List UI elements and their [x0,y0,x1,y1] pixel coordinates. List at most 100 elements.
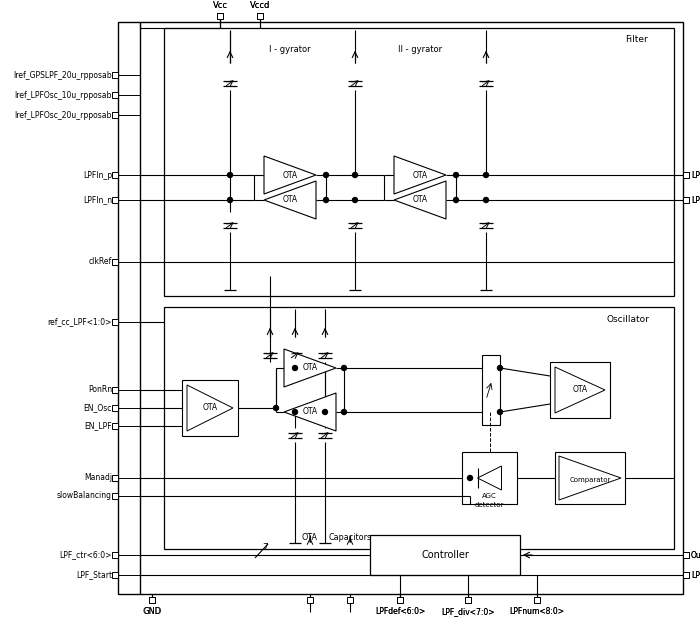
Bar [112,405,118,411]
Bar [307,597,313,603]
Bar [683,552,689,558]
Bar [164,307,674,549]
Bar [534,597,540,603]
Polygon shape [264,181,316,219]
Text: GND: GND [142,607,162,617]
Bar [683,197,689,203]
Bar [112,72,118,78]
Text: Iref_GPSLPF_20u_rpposab: Iref_GPSLPF_20u_rpposab [13,71,112,79]
Bar [182,380,238,436]
Circle shape [228,173,232,178]
Text: Vccd: Vccd [250,1,270,11]
Text: clkRef: clkRef [89,258,112,266]
Bar [482,355,500,425]
Text: Iref_LPFOsc_20u_rpposab: Iref_LPFOsc_20u_rpposab [15,111,112,119]
Text: OTA: OTA [282,171,298,179]
Bar [112,572,118,578]
Text: OTA: OTA [282,196,298,204]
Bar [465,597,471,603]
Text: OutOsc_LPF: OutOsc_LPF [691,550,700,560]
Text: LPFOut_p: LPFOut_p [691,171,700,179]
Bar [465,597,471,603]
Text: LPF_div<7:0>: LPF_div<7:0> [441,607,495,617]
Text: OTA: OTA [302,533,318,543]
Circle shape [293,409,297,414]
Text: OTA: OTA [202,404,218,412]
Polygon shape [477,466,501,490]
Bar [683,172,689,178]
Bar [347,597,353,603]
Circle shape [498,409,503,414]
Circle shape [353,197,358,202]
Text: EN_Osc: EN_Osc [83,404,112,412]
Circle shape [228,197,232,202]
Circle shape [353,173,358,178]
Text: LPFdef<6:0>: LPFdef<6:0> [375,607,425,617]
Text: Vcc: Vcc [213,1,228,11]
Bar [112,552,118,558]
Text: PonRn: PonRn [88,386,112,394]
Bar [118,22,683,594]
Circle shape [342,409,346,414]
Text: OTA: OTA [302,407,318,417]
Polygon shape [187,385,233,431]
Text: OutOsc_LPF: OutOsc_LPF [691,550,700,560]
Circle shape [274,406,279,410]
Bar [550,362,610,418]
Text: OTA: OTA [412,196,428,204]
Bar [397,597,403,603]
Bar [370,535,520,575]
Text: OTA: OTA [302,363,318,373]
Text: LPFOut_n: LPFOut_n [691,196,700,204]
Bar [257,13,263,19]
Bar [112,259,118,265]
Bar [683,172,689,178]
Text: LPFnum<8:0>: LPFnum<8:0> [510,607,564,617]
Text: ref_cc_LPF<1:0>: ref_cc_LPF<1:0> [48,317,112,327]
Bar [112,197,118,203]
Text: EN_LPF: EN_LPF [85,422,112,430]
Circle shape [484,197,489,202]
Bar [112,387,118,393]
Circle shape [498,366,503,371]
Text: LPFIn_p: LPFIn_p [83,171,112,179]
Circle shape [323,409,328,414]
Text: Controller: Controller [421,550,469,560]
Text: AGC: AGC [482,493,497,499]
Bar [555,452,625,504]
Text: Iref_LPFOsc_10u_rpposab: Iref_LPFOsc_10u_rpposab [15,91,112,99]
Text: slowBalancing: slowBalancing [57,491,112,501]
Text: LPFnum<8:0>: LPFnum<8:0> [510,607,564,617]
Text: GND: GND [144,607,161,617]
Polygon shape [555,367,605,413]
Text: Oscillator: Oscillator [607,314,650,324]
Bar [257,13,263,19]
Bar [112,493,118,499]
Polygon shape [284,349,336,387]
Text: Capacitors: Capacitors [328,533,372,543]
Text: OTA: OTA [573,386,587,394]
Bar [112,319,118,325]
Bar [149,597,155,603]
Text: LPF_Rn: LPF_Rn [691,571,700,579]
Polygon shape [284,393,336,431]
Bar [462,452,517,504]
Bar [112,423,118,429]
Circle shape [323,173,328,178]
Bar [112,92,118,98]
Text: LPFOut_p: LPFOut_p [691,171,700,179]
Bar [217,13,223,19]
Text: LPF_ctr<6:0>: LPF_ctr<6:0> [60,550,112,560]
Text: detector: detector [475,502,504,508]
Text: LPFOut_n: LPFOut_n [691,196,700,204]
Text: 7: 7 [262,543,268,553]
Circle shape [454,197,458,202]
Circle shape [342,366,346,371]
Text: II - gyrator: II - gyrator [398,45,442,55]
Text: Vcc: Vcc [213,1,228,11]
Text: LPF_Start: LPF_Start [76,571,112,579]
Bar [112,112,118,118]
Bar [683,572,689,578]
Bar [217,13,223,19]
Text: Comparator: Comparator [569,477,610,483]
